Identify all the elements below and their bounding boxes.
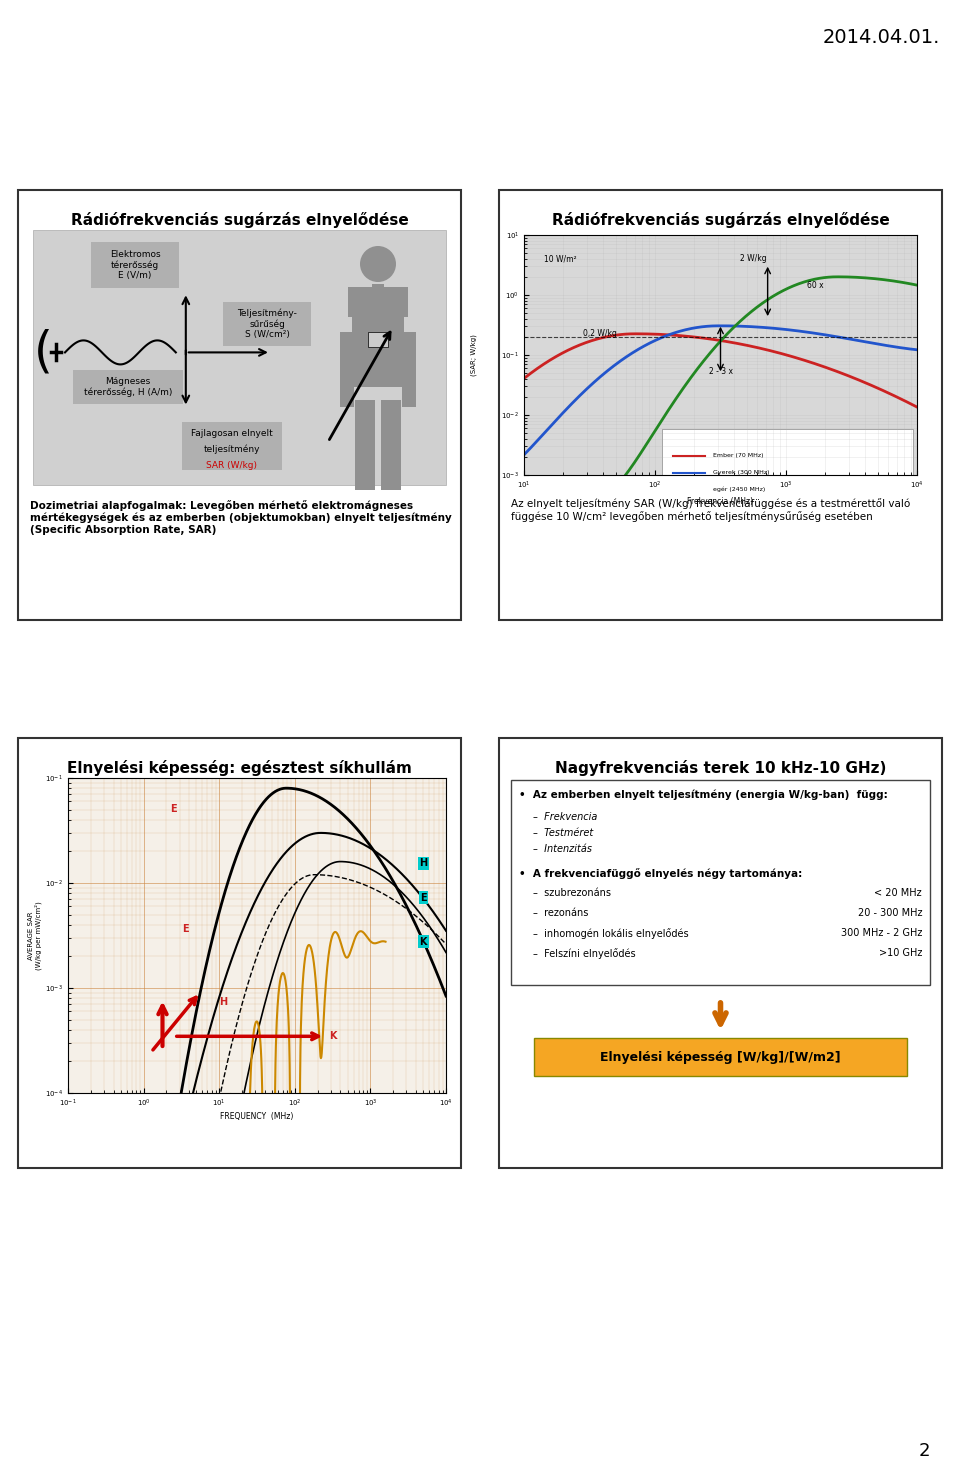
Bar — [223, 303, 311, 346]
Text: E: E — [171, 804, 178, 814]
Text: Ember (70 MHz): Ember (70 MHz) — [712, 454, 763, 458]
Text: SAR (W/kg): SAR (W/kg) — [206, 461, 257, 470]
Circle shape — [360, 246, 396, 282]
Text: 2 - 3 x: 2 - 3 x — [708, 368, 732, 377]
Y-axis label: AVERAGE SAR
(W/kg per mW/cm²): AVERAGE SAR (W/kg per mW/cm²) — [28, 902, 42, 970]
Text: –  Felszíni elnyelődés: – Felszíni elnyelődés — [533, 948, 636, 960]
Bar — [352, 297, 404, 387]
Text: Rádiófrekvenciás sugárzás elnyelődése: Rádiófrekvenciás sugárzás elnyelődése — [71, 212, 408, 228]
Text: Az elnyelt teljesítmény SAR (W/kg) frekvenciafüggése és a testmérettől való
függ: Az elnyelt teljesítmény SAR (W/kg) frekv… — [511, 498, 910, 522]
Text: •  A frekvenciafüggő elnyelés négy tartománya:: • A frekvenciafüggő elnyelés négy tartom… — [519, 868, 803, 879]
Bar — [18, 739, 461, 1169]
Text: •  Az emberben elnyelt teljesítmény (energia W/kg-ban)  függ:: • Az emberben elnyelt teljesítmény (ener… — [519, 790, 888, 801]
Text: < 20 MHz: < 20 MHz — [875, 888, 922, 899]
Bar — [402, 332, 416, 406]
Text: Dozimetriai alapfogalmak: Levegőben mérhető elektromágneses
mértékegységek és az: Dozimetriai alapfogalmak: Levegőben mérh… — [30, 500, 452, 535]
Text: (: ( — [34, 328, 53, 377]
Bar — [33, 230, 446, 485]
Text: egér (2450 MHz): egér (2450 MHz) — [712, 486, 765, 492]
Text: E: E — [420, 893, 426, 903]
Bar — [499, 190, 942, 620]
Text: 60 x: 60 x — [807, 280, 824, 289]
Bar — [348, 288, 408, 317]
Bar — [372, 285, 384, 298]
Text: K: K — [329, 1031, 336, 1041]
Bar — [381, 400, 401, 489]
Text: Nagyfrekvenciás terek 10 kHz-10 GHz): Nagyfrekvenciás terek 10 kHz-10 GHz) — [555, 759, 886, 776]
Bar — [181, 423, 281, 470]
Text: 0,2 W/kg: 0,2 W/kg — [583, 329, 617, 338]
Text: 10 W/m²: 10 W/m² — [543, 254, 576, 262]
X-axis label: Frekvencia (MHz): Frekvencia (MHz) — [687, 497, 754, 506]
FancyBboxPatch shape — [661, 430, 913, 501]
Bar — [18, 190, 461, 620]
Text: 2 W/kg: 2 W/kg — [740, 254, 767, 262]
Text: 20 - 300 MHz: 20 - 300 MHz — [857, 908, 922, 918]
Text: >10 GHz: >10 GHz — [878, 948, 922, 958]
Text: –  rezonáns: – rezonáns — [533, 908, 588, 918]
Text: Elektromos
térerősség
E (V/m): Elektromos térerősség E (V/m) — [109, 249, 160, 280]
X-axis label: FREQUENCY  (MHz): FREQUENCY (MHz) — [220, 1112, 294, 1121]
Text: –  Intenzitás: – Intenzitás — [533, 844, 592, 854]
Text: K: K — [420, 937, 427, 946]
Text: Fajlagosan elnyelt: Fajlagosan elnyelt — [191, 429, 273, 437]
Text: 300 MHz - 2 GHz: 300 MHz - 2 GHz — [841, 928, 922, 939]
Text: H: H — [219, 997, 228, 1007]
Text: Elnyelési képesség [W/kg]/[W/m2]: Elnyelési képesség [W/kg]/[W/m2] — [600, 1050, 841, 1063]
Bar — [511, 780, 930, 985]
Text: Mágneses
térerősség, H (A/m): Mágneses térerősség, H (A/m) — [84, 377, 172, 397]
Text: E: E — [181, 924, 188, 934]
Bar — [534, 1038, 907, 1077]
Text: 2: 2 — [919, 1441, 930, 1459]
Text: Teljesítmény-
sűrűség
S (W/cm²): Teljesítmény- sűrűség S (W/cm²) — [237, 308, 297, 340]
Text: 2014.04.01.: 2014.04.01. — [823, 28, 940, 47]
Text: –  szubrezonáns: – szubrezonáns — [533, 888, 611, 899]
Bar — [91, 242, 179, 288]
Text: H: H — [420, 859, 427, 868]
Text: teljesítmény: teljesítmény — [204, 445, 260, 454]
Text: –  inhomogén lokális elnyelődés: – inhomogén lokális elnyelődés — [533, 928, 688, 939]
Text: (SAR; W/kg): (SAR; W/kg) — [470, 334, 477, 375]
Text: Rádiófrekvenciás sugárzás elnyelődése: Rádiófrekvenciás sugárzás elnyelődése — [552, 212, 889, 228]
Text: Gyerek (300 MHz): Gyerek (300 MHz) — [712, 470, 769, 475]
Bar — [355, 400, 375, 489]
Bar — [524, 234, 917, 475]
Text: Elnyelési képesség: egésztest síkhullám: Elnyelési képesség: egésztest síkhullám — [67, 759, 412, 776]
Bar — [368, 332, 388, 347]
Bar — [499, 739, 942, 1169]
Bar — [73, 369, 183, 403]
Bar — [340, 332, 354, 406]
Text: –  Frekvencia: – Frekvencia — [533, 813, 597, 822]
Text: –  Testméret: – Testméret — [533, 828, 593, 838]
